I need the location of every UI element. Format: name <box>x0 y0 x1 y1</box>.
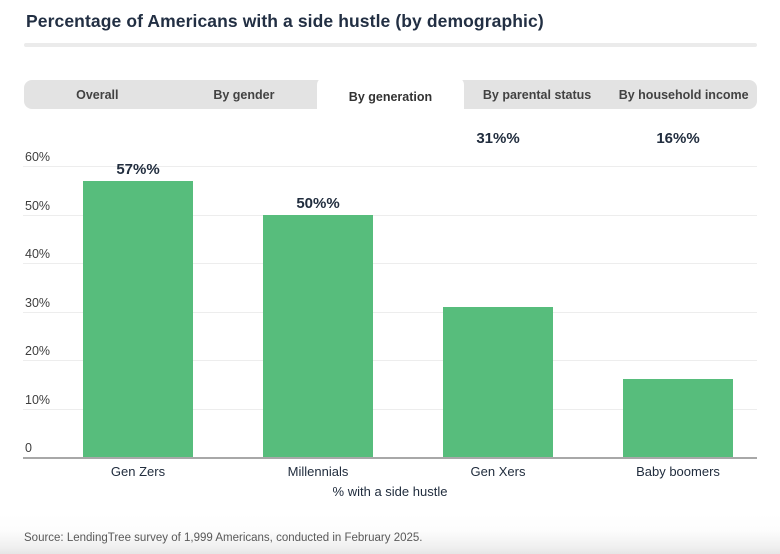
y-tick-label: 0 <box>25 441 32 455</box>
title-divider <box>24 43 757 47</box>
tab-by-parental-status[interactable]: By parental status <box>482 87 592 102</box>
x-category-label: Gen Xers <box>470 464 526 479</box>
tab-by-generation[interactable]: By generation <box>317 77 464 117</box>
y-tick-label: 10% <box>25 393 51 407</box>
gridline <box>23 166 757 167</box>
bar-value-label: 50%% <box>296 195 340 212</box>
chart-bar[interactable] <box>623 379 733 457</box>
tab-overall[interactable]: Overall <box>76 87 119 102</box>
tab-by-household-income[interactable]: By household income <box>618 87 749 102</box>
bar-value-label: 16%% <box>656 130 700 147</box>
x-axis-title: % with a side hustle <box>332 484 448 499</box>
gridline <box>23 215 757 216</box>
y-tick-label: 50% <box>25 199 51 213</box>
x-category-label: Gen Zers <box>110 464 166 479</box>
gridline <box>23 312 757 313</box>
chart-bar[interactable] <box>263 215 373 457</box>
chart-bar[interactable] <box>443 307 553 457</box>
tab-by-gender[interactable]: By gender <box>213 87 275 102</box>
gridline <box>23 360 757 361</box>
gridline <box>23 263 757 264</box>
x-axis-line <box>23 457 757 459</box>
page-title: Percentage of Americans with a side hust… <box>26 11 544 31</box>
chart-bar[interactable] <box>83 181 193 457</box>
y-tick-label: 40% <box>25 247 51 261</box>
bar-value-label: 57%% <box>116 161 160 178</box>
x-category-label: Baby boomers <box>636 464 720 479</box>
x-category-label: Millennials <box>287 464 349 479</box>
y-tick-label: 30% <box>25 296 51 310</box>
y-tick-label: 20% <box>25 344 51 358</box>
tab-bar: Overall By gender By generation By paren… <box>24 77 757 117</box>
source-note: Source: LendingTree survey of 1,999 Amer… <box>24 532 423 544</box>
gridline <box>23 409 757 410</box>
bar-value-label: 31%% <box>476 130 520 147</box>
footer-band <box>0 514 780 554</box>
y-tick-label: 60% <box>25 150 51 164</box>
